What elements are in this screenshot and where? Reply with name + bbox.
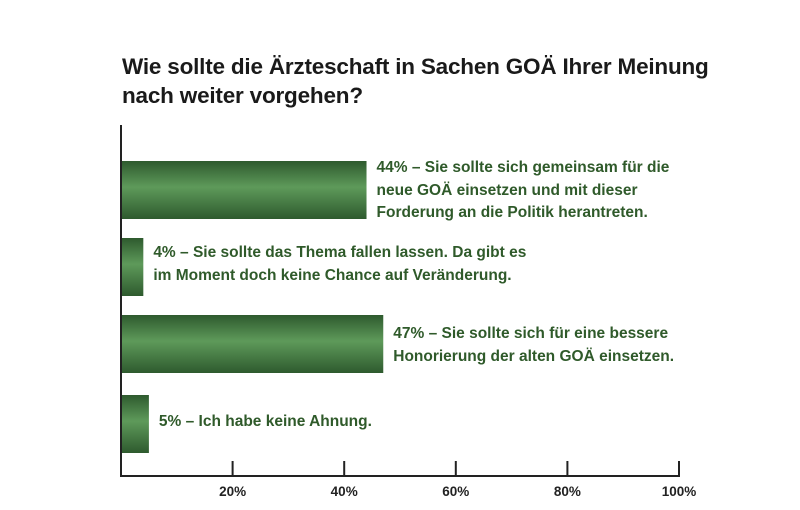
bar-4 (121, 395, 149, 453)
bar-label-2: 4% – Sie sollte das Thema fallen lassen.… (153, 242, 526, 287)
chart-title: Wie sollte die Ärzteschaft in Sachen GOÄ… (122, 52, 762, 110)
x-tick-label-5: 100% (662, 484, 697, 499)
bar-label-2-line-2: im Moment doch keine Chance auf Veränder… (153, 266, 512, 284)
bar-label-1-line-1: 44% – Sie sollte sich gemeinsam für die (376, 159, 670, 176)
bar-label-4-line-1: 5% – Ich habe keine Ahnung. (158, 413, 372, 430)
bar-label-1-line-2: neue GOÄ einsetzen und mit dieser (376, 181, 638, 199)
bar-label-1-line-3: Forderung an die Politik herantreten. (376, 204, 648, 221)
bar-label-4: 5% – Ich habe keine Ahnung. (159, 411, 372, 434)
bar-3 (121, 315, 384, 373)
x-tick-label-2: 40% (331, 484, 358, 499)
bar-label-3-line-2: Honorierung der alten GOÄ einsetzen. (393, 347, 675, 365)
chart-title-line-2: nach weiter vorgehen? (122, 83, 363, 108)
bar-label-3-line-1: 47% – Sie sollte sich für eine bessere (393, 325, 669, 342)
bar-label-2-line-1: 4% – Sie sollte das Thema fallen lassen.… (153, 244, 527, 261)
bars-group (121, 161, 384, 453)
x-tick-label-1: 20% (219, 484, 246, 499)
bar-label-3: 47% – Sie sollte sich für eine bessere Ho… (393, 323, 674, 368)
chart-title-line-1: Wie sollte die Ärzteschaft in Sachen GOÄ… (122, 54, 709, 79)
bar-1 (121, 161, 367, 219)
x-ticks-group: 20% 40% 60% 80% 100% (219, 461, 696, 499)
bar-label-1: 44% – Sie sollte sich gemeinsam für die n… (377, 157, 670, 225)
bar-2 (121, 238, 144, 296)
x-tick-label-3: 60% (442, 484, 469, 499)
x-tick-label-4: 80% (554, 484, 581, 499)
